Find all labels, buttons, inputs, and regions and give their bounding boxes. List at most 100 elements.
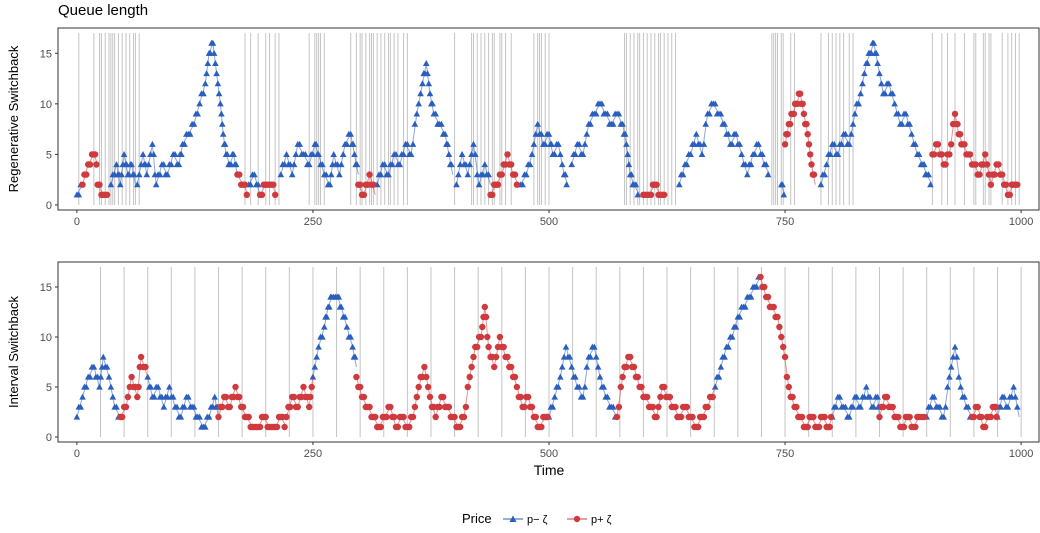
point [797,90,804,97]
point [921,413,928,421]
point [190,120,198,127]
point [169,393,177,400]
point [366,403,373,411]
point [91,151,99,158]
point [288,171,296,178]
point [357,383,364,391]
point [83,383,90,390]
point [861,70,868,77]
point [666,393,674,401]
point [964,403,972,410]
point [245,413,252,421]
point [557,373,564,380]
point [942,403,949,410]
point [702,120,709,127]
series-line [82,153,99,185]
point [934,141,942,148]
point [866,393,874,400]
point [678,413,685,421]
point [551,151,558,157]
point [558,161,566,168]
point [173,403,181,410]
point [79,181,86,188]
point [181,403,188,410]
switch-lines [99,267,1022,437]
point [504,353,511,361]
point [634,373,641,381]
point [881,90,889,97]
point [474,343,481,351]
point [762,161,770,168]
point [283,413,290,421]
point [982,423,989,431]
point [583,363,591,370]
point [525,393,532,401]
point [217,100,224,107]
point [661,383,668,391]
point [151,393,158,400]
point [761,283,768,291]
point [494,181,502,188]
point [555,140,562,147]
point [421,363,428,371]
point [609,403,617,410]
y-tick-label: 10 [40,332,52,344]
point [482,313,490,321]
y-tick-label: 0 [46,432,52,444]
point [711,383,719,390]
point [134,393,141,401]
point [783,373,791,381]
point [528,403,536,411]
point [100,353,107,360]
point [970,413,978,421]
point [976,171,983,178]
point [436,403,443,411]
point [780,343,787,351]
y-tick-label: 5 [46,382,52,394]
point [349,140,357,147]
x-tick-label: 250 [304,216,322,228]
point [212,60,219,66]
point [747,293,755,300]
point [653,181,660,188]
point [619,373,626,381]
point [339,151,347,157]
point [103,363,111,370]
point [308,383,315,391]
point [532,413,539,421]
point [120,151,128,157]
point [292,151,300,157]
point [135,171,143,178]
point [219,130,227,137]
point [581,140,589,147]
point [272,191,279,198]
point [857,90,864,97]
point [309,373,317,380]
point [472,151,479,157]
series-line [435,395,465,429]
point [698,151,706,157]
point [679,171,687,178]
legend-circle-icon [573,515,581,523]
point [912,423,919,431]
point [623,140,630,147]
point [634,191,642,198]
point [528,151,536,157]
point [139,151,147,157]
point [419,80,426,87]
point [137,353,145,361]
point [992,403,999,411]
point [79,393,86,400]
point [150,151,157,157]
point [815,423,823,431]
point [491,363,498,371]
point [387,403,394,411]
point [781,141,789,148]
point [319,333,326,340]
point [732,323,740,330]
point [832,403,840,410]
point [776,323,783,331]
point [538,130,545,137]
point [455,171,462,178]
y-tick-label: 15 [40,282,52,294]
